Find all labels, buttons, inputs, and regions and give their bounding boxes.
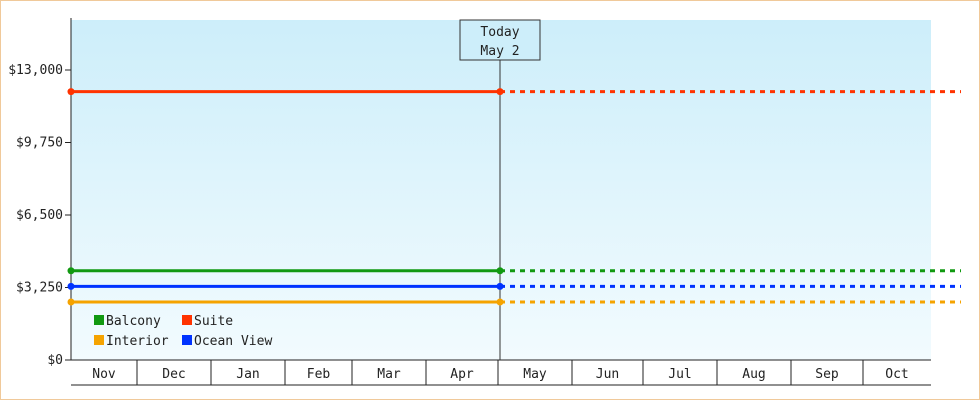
legend-swatch-interior: [94, 335, 104, 345]
legend-label-suite: Suite: [194, 314, 233, 329]
series-lines: [67, 88, 961, 306]
series-point-suite: [67, 88, 75, 96]
x-axis: Nov Dec Jan Feb Mar Apr May Jun Jul Aug Sep Oct: [71, 359, 931, 386]
legend-label-balcony: Balcony: [106, 314, 161, 329]
x-tick-label: May: [523, 367, 547, 382]
x-tick-label: Apr: [450, 367, 474, 382]
today-date: May 2: [480, 44, 519, 59]
x-tick-label: Feb: [307, 367, 331, 382]
series-point-balcony: [496, 267, 504, 275]
legend-swatch-balcony: [94, 315, 104, 325]
legend-swatch-suite: [182, 315, 192, 325]
x-tick-label: Nov: [92, 367, 116, 382]
y-tick-label: $9,750: [16, 136, 63, 151]
x-tick-label: Jan: [236, 367, 259, 382]
plot-area: [71, 20, 931, 360]
y-tick-label: $13,000: [8, 63, 63, 78]
series-point-balcony: [67, 267, 75, 275]
x-tick-label: Sep: [815, 367, 839, 382]
y-tick-label: $6,500: [16, 208, 63, 223]
x-tick-label: Dec: [162, 367, 185, 382]
x-tick-label: Oct: [885, 367, 908, 382]
legend: Balcony Suite Interior Ocean View: [94, 314, 272, 349]
legend-label-ocean-view: Ocean View: [194, 334, 272, 349]
x-tick-label: Jul: [668, 367, 691, 382]
series-point-interior: [496, 298, 504, 306]
series-point-ocean-view: [67, 282, 75, 290]
x-tick-label: Jun: [596, 367, 619, 382]
legend-label-interior: Interior: [106, 334, 169, 349]
x-tick-label: Mar: [377, 367, 401, 382]
series-point-interior: [67, 298, 75, 306]
series-point-suite: [496, 88, 504, 96]
series-point-ocean-view: [496, 282, 504, 290]
y-tick-label: $0: [47, 353, 63, 368]
legend-swatch-ocean-view: [182, 335, 192, 345]
today-marker: Today May 2: [459, 19, 541, 360]
y-tick-label: $3,250: [16, 281, 63, 296]
today-box: [459, 19, 541, 61]
x-tick-label: Aug: [742, 367, 765, 382]
today-label: Today: [480, 25, 519, 40]
y-axis: $0 $3,250 $6,500 $9,750 $13,000: [8, 18, 72, 368]
